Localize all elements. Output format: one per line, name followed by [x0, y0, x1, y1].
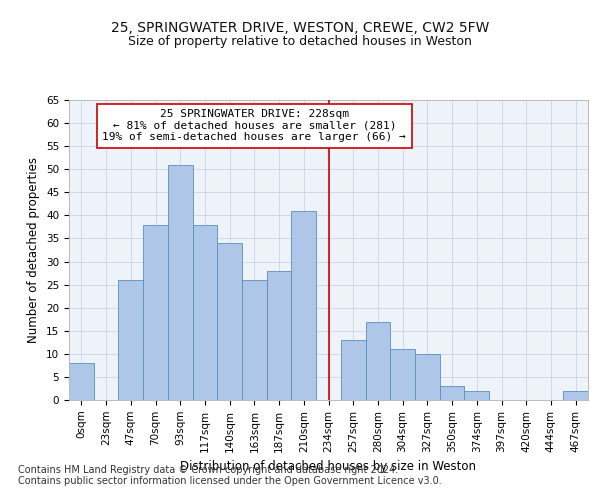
Bar	[365, 322, 390, 400]
Bar	[563, 391, 588, 400]
Text: Contains public sector information licensed under the Open Government Licence v3: Contains public sector information licen…	[18, 476, 442, 486]
Bar	[143, 224, 168, 400]
Bar	[217, 243, 242, 400]
Bar	[341, 340, 365, 400]
Bar	[118, 280, 143, 400]
Text: Size of property relative to detached houses in Weston: Size of property relative to detached ho…	[128, 34, 472, 48]
Y-axis label: Number of detached properties: Number of detached properties	[28, 157, 40, 343]
Bar	[193, 224, 217, 400]
Bar	[440, 386, 464, 400]
Bar	[267, 271, 292, 400]
Text: 25 SPRINGWATER DRIVE: 228sqm
← 81% of detached houses are smaller (281)
19% of s: 25 SPRINGWATER DRIVE: 228sqm ← 81% of de…	[103, 109, 406, 142]
Bar	[292, 211, 316, 400]
Bar	[415, 354, 440, 400]
Bar	[390, 349, 415, 400]
Bar	[69, 363, 94, 400]
X-axis label: Distribution of detached houses by size in Weston: Distribution of detached houses by size …	[181, 460, 476, 473]
Bar	[464, 391, 489, 400]
Text: Contains HM Land Registry data © Crown copyright and database right 2024.: Contains HM Land Registry data © Crown c…	[18, 465, 398, 475]
Bar	[242, 280, 267, 400]
Bar	[168, 164, 193, 400]
Text: 25, SPRINGWATER DRIVE, WESTON, CREWE, CW2 5FW: 25, SPRINGWATER DRIVE, WESTON, CREWE, CW…	[111, 20, 489, 34]
